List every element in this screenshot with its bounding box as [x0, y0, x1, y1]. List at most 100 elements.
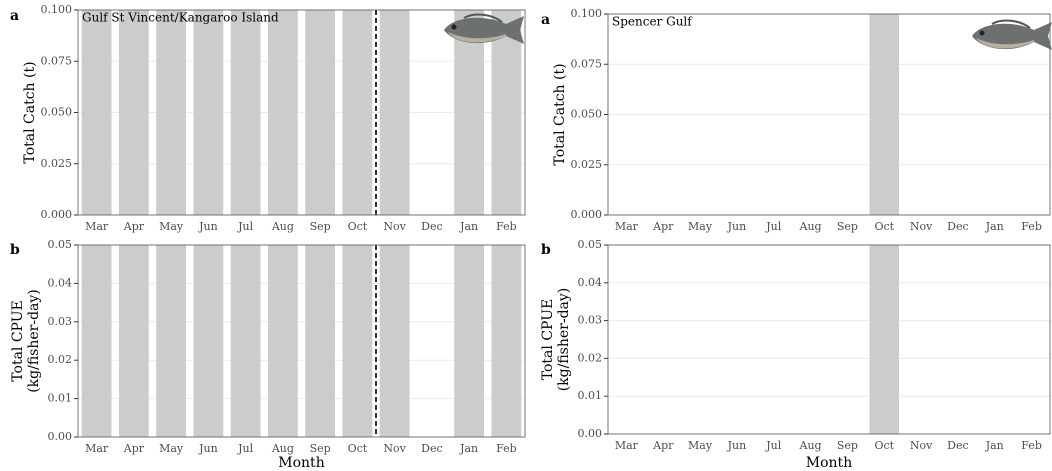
x-tick-label: Sep [310, 220, 331, 233]
x-tick-label: Aug [271, 442, 294, 455]
y-tick-label: 0.03 [578, 314, 603, 327]
bar [81, 10, 112, 215]
bar [869, 245, 899, 434]
y-tick-label: 0.050 [571, 108, 603, 121]
x-tick-label: Jun [727, 220, 747, 233]
y-tick-label: 0.000 [571, 208, 603, 221]
x-tick-label: Dec [947, 220, 969, 233]
y-tick-label: 0.04 [578, 276, 603, 289]
y-tick-label: 0.01 [48, 392, 73, 405]
bar [454, 245, 485, 437]
y-axis-title: (kg/fisher-day) [556, 288, 572, 392]
x-tick-label: Mar [615, 439, 639, 452]
plot-border [607, 244, 1051, 435]
bar [267, 10, 298, 215]
x-tick-label: Aug [799, 439, 822, 452]
bar [156, 245, 187, 437]
panel-tag: a [10, 8, 19, 24]
x-tick-label: Apr [123, 442, 145, 455]
x-tick-label: Jul [237, 442, 253, 455]
panel-tag: a [541, 12, 550, 28]
x-tick-label: Nov [910, 439, 933, 452]
x-tick-label: Feb [496, 220, 517, 233]
y-tick-label: 0.03 [48, 315, 73, 328]
plot-border [607, 13, 1051, 216]
x-axis-title: Month [278, 455, 324, 471]
x-tick-label: Mar [85, 220, 109, 233]
y-tick-label: 0.075 [571, 57, 603, 70]
x-tick-label: Nov [910, 220, 933, 233]
x-tick-label: Jan [459, 442, 478, 455]
bar [379, 10, 410, 215]
y-tick-label: 0.00 [578, 427, 603, 440]
y-axis-title: Total CPUE [540, 299, 556, 380]
x-tick-label: Mar [615, 220, 639, 233]
bar [379, 245, 410, 437]
x-tick-label: Feb [1021, 220, 1042, 233]
y-tick-label: 0.00 [48, 430, 73, 443]
bar [491, 245, 522, 437]
y-axis-title: Total CPUE [10, 300, 26, 381]
x-tick-label: Mar [85, 442, 109, 455]
panel-note: Spencer Gulf [612, 15, 693, 29]
bar [193, 10, 224, 215]
y-tick-label: 0.025 [571, 158, 603, 171]
bar [342, 245, 373, 437]
y-tick-label: 0.04 [48, 276, 73, 289]
x-tick-label: May [688, 220, 713, 233]
x-tick-label: Dec [421, 442, 443, 455]
bar [267, 245, 298, 437]
y-tick-label: 0.02 [48, 353, 73, 366]
y-axis-title: Total Catch (t) [552, 63, 568, 165]
x-tick-label: Sep [837, 220, 858, 233]
x-tick-label: Nov [383, 442, 406, 455]
bar [342, 10, 373, 215]
x-tick-label: Sep [837, 439, 858, 452]
y-tick-label: 0.02 [578, 351, 603, 364]
y-tick-label: 0.075 [41, 54, 73, 67]
x-tick-label: Oct [348, 442, 368, 455]
x-tick-label: Nov [383, 220, 406, 233]
y-tick-label: 0.050 [41, 106, 73, 119]
y-tick-label: 0.05 [48, 238, 73, 251]
plot-border [77, 244, 526, 438]
panel-tag: b [10, 242, 20, 258]
x-tick-label: May [688, 439, 713, 452]
x-tick-label: Jan [985, 220, 1004, 233]
x-tick-label: Jun [727, 439, 747, 452]
y-tick-label: 0.100 [571, 7, 603, 20]
x-tick-label: Feb [1021, 439, 1042, 452]
x-tick-label: Sep [310, 442, 331, 455]
x-tick-label: Jul [765, 220, 781, 233]
bar [454, 10, 485, 215]
panels: 0.000 0.025 0.050 0.075 0.100 Mar Apr May Jun Jul… [10, 3, 1052, 471]
y-axis-title: Total Catch (t) [22, 61, 38, 163]
x-tick-label: Dec [421, 220, 443, 233]
y-tick-label: 0.05 [578, 238, 603, 251]
y-axis-title: (kg/fisher-day) [26, 289, 42, 393]
x-axis-title: Month [806, 455, 852, 471]
x-tick-label: Aug [271, 220, 294, 233]
x-tick-label: Apr [652, 220, 674, 233]
x-tick-label: Dec [947, 439, 969, 452]
panel-note: Gulf St Vincent/Kangaroo Island [82, 11, 279, 25]
x-tick-label: Jan [985, 439, 1004, 452]
x-tick-label: Oct [348, 220, 368, 233]
y-tick-label: 0.100 [41, 3, 73, 16]
x-tick-label: Apr [652, 439, 674, 452]
bar [156, 10, 187, 215]
bar [230, 10, 261, 215]
bar [118, 245, 149, 437]
bar [118, 10, 149, 215]
fish-image [971, 19, 1052, 51]
x-tick-label: Oct [874, 439, 894, 452]
x-tick-label: Jul [237, 220, 253, 233]
y-tick-label: 0.025 [41, 157, 73, 170]
x-tick-label: Jun [198, 442, 218, 455]
bar [305, 245, 336, 437]
bar [193, 245, 224, 437]
bar [491, 10, 522, 215]
x-tick-label: May [159, 220, 184, 233]
bar [869, 14, 899, 215]
